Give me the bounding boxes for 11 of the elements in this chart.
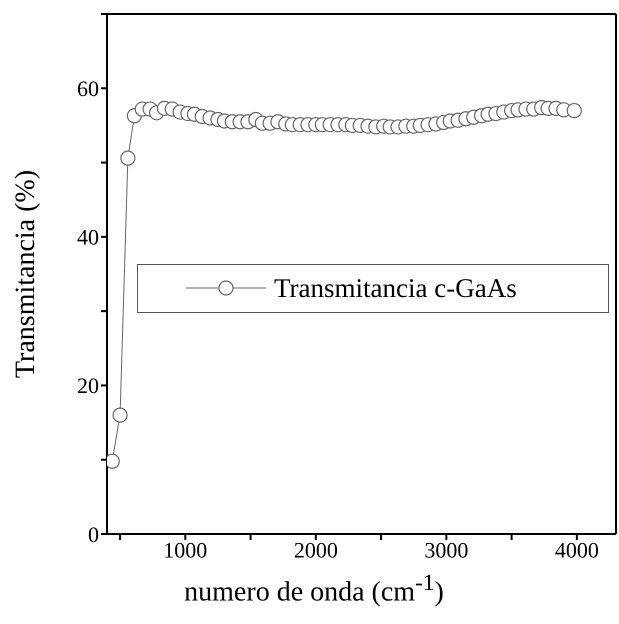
y-tick-label: 0 xyxy=(88,522,99,547)
y-tick-label: 20 xyxy=(77,373,99,398)
y-tick-label: 40 xyxy=(77,224,99,250)
x-tick-label: 1000 xyxy=(163,538,208,563)
x-tick-label: 3000 xyxy=(424,538,468,563)
x-tick-label: 4000 xyxy=(554,538,599,563)
x-axis-title: numero de onda (cm$^{-1}$) xyxy=(183,570,445,608)
y-axis-title: Transmitancia (%) xyxy=(10,168,42,380)
legend-label: Transmitancia c-GaAs xyxy=(274,272,517,304)
y-tick-label: 60 xyxy=(77,76,99,102)
x-tick-label: 2000 xyxy=(294,538,338,563)
